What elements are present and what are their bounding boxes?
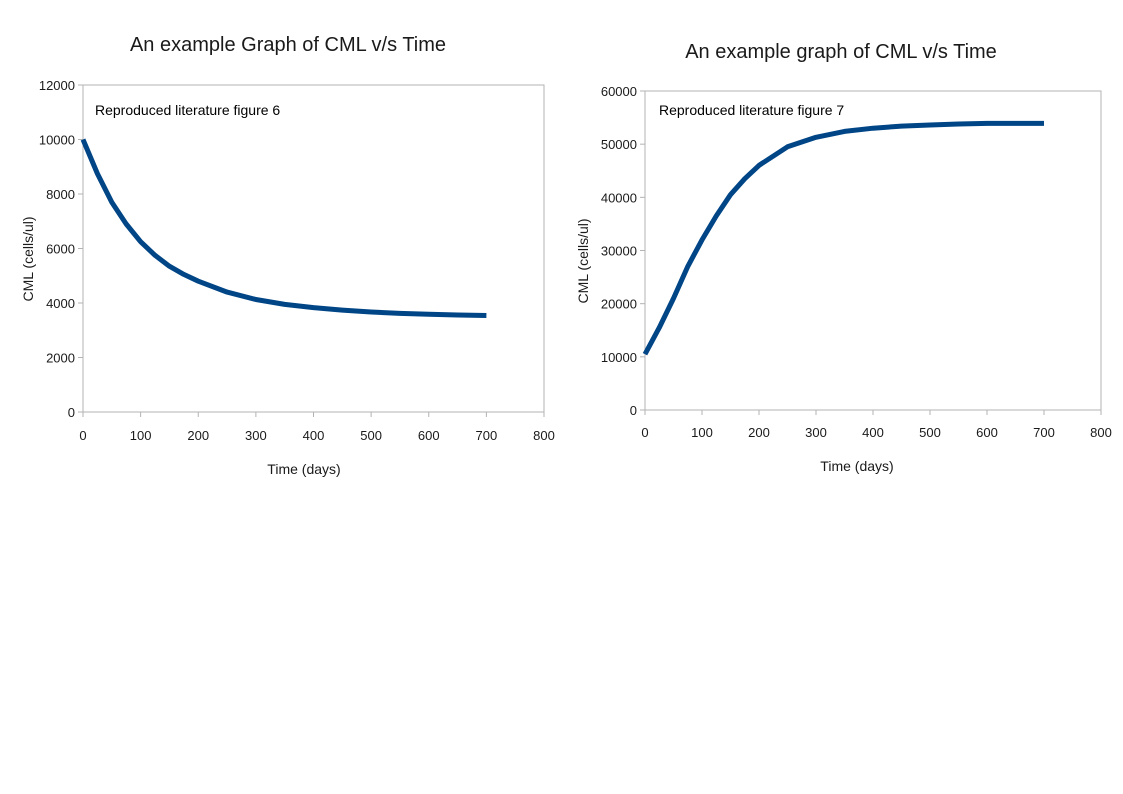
chart-title: An example Graph of CML v/s Time bbox=[130, 34, 446, 56]
x-tick-label: 0 bbox=[641, 425, 648, 440]
x-tick-label: 300 bbox=[245, 428, 267, 443]
plot-area bbox=[644, 90, 1102, 411]
x-tick-label: 500 bbox=[919, 425, 941, 440]
y-tick-label: 50000 bbox=[601, 137, 637, 152]
x-tick-label: 800 bbox=[533, 428, 555, 443]
x-tick-label: 400 bbox=[303, 428, 325, 443]
y-tick-label: 6000 bbox=[46, 242, 75, 257]
series-line bbox=[80, 138, 487, 318]
x-tick-label: 700 bbox=[476, 428, 498, 443]
y-axis-label: CML (cells/ul) bbox=[575, 218, 591, 303]
series-line bbox=[642, 120, 1044, 356]
y-tick-label: 0 bbox=[68, 405, 75, 420]
y-tick-label: 4000 bbox=[46, 296, 75, 311]
x-tick-label: 200 bbox=[187, 428, 209, 443]
chart-cml-increase: An example graph of CML v/s Time Reprodu… bbox=[575, 41, 1112, 474]
x-tick-label: 600 bbox=[418, 428, 440, 443]
x-tick-label: 200 bbox=[748, 425, 770, 440]
chart-cml-decrease: An example Graph of CML v/s Time Reprodu… bbox=[20, 34, 555, 477]
x-tick-label: 300 bbox=[805, 425, 827, 440]
x-axis-label: Time (days) bbox=[267, 461, 340, 477]
x-ticks: 0 100 200 300 400 500 600 700 800 bbox=[641, 410, 1112, 440]
x-tick-label: 800 bbox=[1090, 425, 1112, 440]
y-ticks: 0 10000 20000 30000 40000 50000 60000 bbox=[601, 84, 645, 418]
y-tick-label: 8000 bbox=[46, 187, 75, 202]
y-axis-label: CML (cells/ul) bbox=[20, 216, 36, 301]
x-tick-label: 100 bbox=[691, 425, 713, 440]
chart-title: An example graph of CML v/s Time bbox=[685, 41, 997, 63]
y-ticks: 0 2000 4000 6000 8000 10000 12000 bbox=[39, 78, 83, 420]
x-tick-label: 600 bbox=[976, 425, 998, 440]
plot-area bbox=[82, 84, 545, 413]
y-tick-label: 30000 bbox=[601, 244, 637, 259]
x-ticks: 0 100 200 300 400 500 600 700 800 bbox=[79, 412, 555, 443]
x-tick-label: 100 bbox=[130, 428, 152, 443]
x-tick-label: 0 bbox=[79, 428, 86, 443]
y-tick-label: 0 bbox=[630, 403, 637, 418]
x-tick-label: 700 bbox=[1033, 425, 1055, 440]
y-tick-label: 2000 bbox=[46, 351, 75, 366]
chart-annotation: Reproduced literature figure 7 bbox=[659, 102, 844, 118]
chart-annotation: Reproduced literature figure 6 bbox=[95, 102, 280, 118]
y-tick-label: 12000 bbox=[39, 78, 75, 93]
y-tick-label: 40000 bbox=[601, 190, 637, 205]
x-tick-label: 500 bbox=[360, 428, 382, 443]
y-tick-label: 10000 bbox=[39, 133, 75, 148]
y-tick-label: 60000 bbox=[601, 84, 637, 99]
y-tick-label: 10000 bbox=[601, 350, 637, 365]
x-tick-label: 400 bbox=[862, 425, 884, 440]
x-axis-label: Time (days) bbox=[820, 458, 893, 474]
y-tick-label: 20000 bbox=[601, 297, 637, 312]
